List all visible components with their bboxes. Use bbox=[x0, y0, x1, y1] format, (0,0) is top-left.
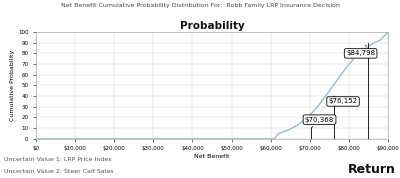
Title: Probability: Probability bbox=[180, 21, 244, 31]
Text: Uncertain Value 1: LRP Price Index: Uncertain Value 1: LRP Price Index bbox=[4, 157, 112, 162]
Text: $70,368: $70,368 bbox=[305, 117, 334, 128]
Text: Return: Return bbox=[348, 163, 396, 176]
Text: Net Benefit Cumulative Probability Distribution For:  Robb Family LRP Insurance : Net Benefit Cumulative Probability Distr… bbox=[60, 3, 340, 8]
X-axis label: Net Benefit: Net Benefit bbox=[194, 154, 230, 159]
Text: $84,798: $84,798 bbox=[346, 45, 375, 56]
Text: Uncertain Value 2: Steer Calf Sales: Uncertain Value 2: Steer Calf Sales bbox=[4, 169, 114, 174]
Text: $76,152: $76,152 bbox=[328, 96, 358, 104]
Y-axis label: Cumulative Probability: Cumulative Probability bbox=[10, 50, 15, 121]
